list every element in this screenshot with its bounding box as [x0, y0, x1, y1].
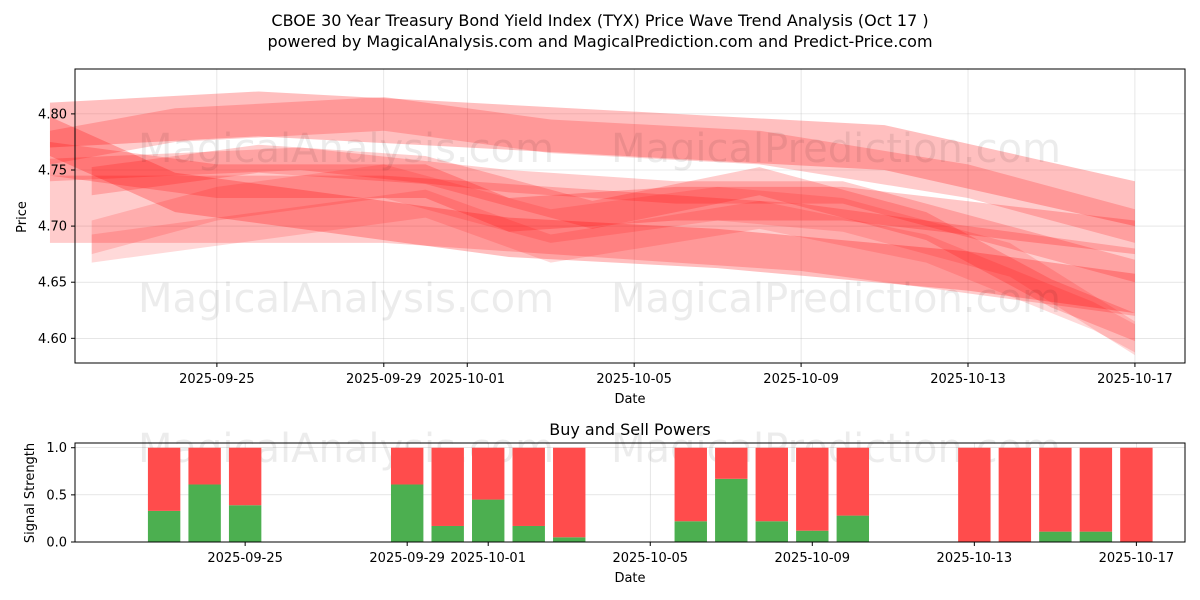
price-wave-band-4 — [49, 116, 1135, 314]
buy-sell-x-tick-label: 2025-09-29 — [369, 551, 445, 566]
buy-bar-2025-09-30 — [431, 525, 464, 542]
price-wave-band-9 — [91, 189, 1135, 353]
price-wave-bands — [49, 91, 1135, 356]
buy-sell-title: Buy and Sell Powers — [549, 420, 711, 439]
price-x-ticks: 2025-09-25 2025-09-29 2025-10-01 2025-10-05… — [179, 363, 1173, 387]
sell-bar-2025-10-13 — [958, 447, 991, 542]
price-y-tick-label: 4.65 — [38, 276, 67, 291]
buy-bar-2025-10-09 — [796, 530, 829, 542]
price-wave-band-7 — [91, 144, 1135, 342]
sell-bar-2025-10-14 — [998, 447, 1032, 542]
buy-sell-y-tick-label: 0.0 — [46, 536, 67, 551]
price-y-label: Price — [15, 201, 30, 233]
sell-bar-2025-10-15 — [1039, 447, 1072, 532]
buy-bar-2025-10-16 — [1079, 531, 1113, 542]
price-y-tick-label: 4.75 — [38, 163, 67, 178]
buy-bar-2025-10-01 — [472, 499, 505, 542]
price-y-tick-label: 4.60 — [38, 332, 67, 347]
buy-sell-bars — [147, 447, 1153, 542]
watermark-prediction-2: MagicalPrediction.com — [611, 276, 1061, 322]
sell-bar-2025-10-03 — [553, 447, 586, 538]
sell-bar-2025-10-09 — [796, 447, 829, 531]
buy-bar-2025-09-23 — [147, 510, 181, 542]
watermark-analysis-1: MagicalAnalysis.com — [138, 126, 554, 172]
sell-bar-2025-10-16 — [1079, 447, 1113, 532]
buy-sell-y-ticks: 0.0 0.5 1.0 — [46, 441, 75, 551]
price-x-tick-label: 2025-09-29 — [346, 372, 422, 387]
watermark-analysis-2: MagicalAnalysis.com — [138, 276, 554, 322]
price-y-tick-label: 4.80 — [38, 107, 67, 122]
buy-bar-2025-09-24 — [188, 484, 221, 542]
sell-bar-2025-10-08 — [755, 447, 788, 522]
chart-title-line2: powered by MagicalAnalysis.com and Magic… — [267, 32, 932, 51]
sell-bar-2025-09-30 — [431, 447, 464, 526]
buy-bar-2025-10-15 — [1039, 531, 1072, 542]
sell-bar-2025-09-25 — [228, 447, 262, 506]
price-wave-plot: MagicalAnalysis.com MagicalPrediction.co… — [15, 68, 1186, 407]
buy-bar-2025-10-10 — [836, 515, 870, 542]
price-x-tick-label: 2025-09-25 — [179, 372, 255, 387]
sell-bar-2025-09-23 — [147, 447, 181, 511]
chart-title-line1: CBOE 30 Year Treasury Bond Yield Index (… — [271, 11, 928, 30]
price-wave-band-6 — [91, 164, 1135, 356]
sell-bar-2025-10-06 — [674, 447, 707, 522]
price-y-tick-label: 4.70 — [38, 220, 67, 235]
watermark-prediction-1: MagicalPrediction.com — [611, 126, 1061, 172]
sell-bar-2025-09-24 — [188, 447, 221, 485]
buy-sell-plot-frame — [74, 442, 1186, 543]
buy-sell-y-tick-label: 0.5 — [46, 488, 67, 503]
buy-bar-2025-09-25 — [228, 505, 262, 542]
price-wave-band-3 — [49, 141, 1135, 255]
price-x-label: Date — [614, 392, 645, 407]
sell-bar-2025-10-17 — [1120, 447, 1153, 542]
price-x-tick-label: 2025-10-09 — [763, 372, 839, 387]
sell-bar-2025-10-07 — [715, 447, 748, 479]
sell-bar-2025-10-01 — [472, 447, 505, 500]
price-x-tick-label: 2025-10-05 — [596, 372, 672, 387]
price-x-tick-label: 2025-10-17 — [1097, 372, 1173, 387]
buy-sell-x-tick-label: 2025-09-25 — [207, 551, 283, 566]
buy-sell-y-tick-label: 1.0 — [46, 441, 67, 456]
buy-bar-2025-10-02 — [512, 525, 545, 542]
price-watermarks: MagicalAnalysis.com MagicalPrediction.co… — [138, 126, 1061, 322]
buy-sell-x-tick-label: 2025-10-09 — [775, 551, 851, 566]
buy-sell-x-label: Date — [614, 571, 645, 586]
price-wave-band-5 — [49, 175, 1135, 316]
buy-sell-x-ticks: 2025-09-25 2025-09-29 2025-10-01 2025-10-05… — [207, 542, 1174, 566]
price-wave-band-8 — [49, 147, 1135, 283]
sell-bar-2025-10-02 — [512, 447, 545, 526]
buy-sell-y-label: Signal Strength — [23, 443, 38, 543]
sell-bar-2025-10-10 — [836, 447, 870, 516]
price-wave-band-2 — [49, 97, 1135, 243]
buy-sell-x-tick-label: 2025-10-13 — [937, 551, 1013, 566]
buy-bar-2025-10-08 — [755, 521, 788, 542]
buy-bar-2025-10-06 — [674, 521, 707, 542]
buy-sell-x-tick-label: 2025-10-01 — [450, 551, 526, 566]
buy-sell-plot: Buy and Sell Powers MagicalAnalysis.com … — [23, 420, 1186, 586]
price-wave-band-1 — [49, 91, 1135, 227]
price-y-ticks: 4.60 4.65 4.70 4.75 4.80 — [38, 107, 75, 347]
price-grid — [75, 69, 1185, 363]
price-plot-frame — [74, 68, 1186, 364]
buy-sell-x-tick-label: 2025-10-17 — [1099, 551, 1175, 566]
buy-bar-2025-10-07 — [715, 478, 748, 542]
buy-sell-x-tick-label: 2025-10-05 — [612, 551, 688, 566]
buy-bar-2025-10-03 — [553, 537, 586, 542]
buy-bar-2025-09-29 — [390, 484, 424, 542]
sell-bar-2025-09-29 — [390, 447, 424, 485]
price-x-tick-label: 2025-10-13 — [930, 372, 1006, 387]
price-x-tick-label: 2025-10-01 — [429, 372, 505, 387]
